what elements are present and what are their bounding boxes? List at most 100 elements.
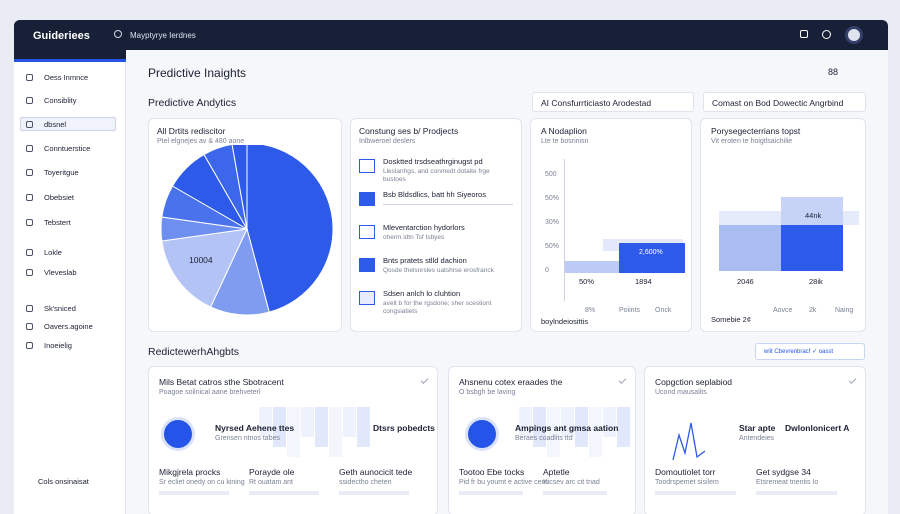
active-item [20, 117, 116, 131]
nav-item[interactable]: dbsnel [44, 120, 67, 129]
section-title: RedictewerhAhgbts [148, 346, 240, 358]
nav-item[interactable]: Sk'sniced [44, 304, 76, 313]
card-subtitle: Ptel elgnejes av & 480 aone [157, 138, 245, 145]
search[interactable]: Mayptyrye Ierdnes [130, 31, 196, 40]
axis-label: 50% [545, 243, 560, 250]
list-text: oherm idtn Tsf tsbyes [383, 234, 445, 241]
nav-icon [26, 269, 33, 276]
list-title: Dosktted trsdseathrginugst pd [383, 157, 483, 166]
headline-text: Beraes coadlits ttd [515, 435, 573, 442]
nav-icon [26, 121, 33, 128]
nav-item[interactable]: Obebsiet [44, 193, 75, 202]
card-title: Constung ses b/ Prodjects [359, 126, 459, 136]
nav-icon [26, 323, 33, 330]
value: 28ik [809, 277, 823, 286]
heat-cell [575, 407, 588, 447]
heat-cell [533, 407, 546, 447]
headline-text: Antendeies [739, 435, 775, 442]
check [618, 376, 627, 384]
card-subtitle: Lte te bosrinisn [541, 138, 589, 145]
heat-cell [561, 407, 574, 437]
bar [719, 225, 781, 271]
divider [383, 204, 513, 205]
nav-item[interactable]: Consiblity [44, 96, 77, 105]
bar-label: 44nk [805, 211, 822, 220]
col-text: Sr ecliet onedy on cu kining [159, 479, 245, 486]
card-footer: Somebie 2¢ [711, 315, 752, 324]
icon-circle [465, 417, 499, 451]
col-text: Rt ouatam ant [249, 479, 293, 486]
button[interactable]: wiit Cbevrenbracf ✓ oasst [755, 343, 865, 360]
col-text: Toodrspemet sisilem [655, 479, 719, 486]
col-bar [459, 491, 523, 495]
pie-card: All Drtits rediscitor Ptel elgnejes av &… [148, 118, 342, 332]
bar [781, 225, 843, 271]
nav-item[interactable]: Conntuerstice [44, 144, 91, 153]
dropdown[interactable]: AI Consfurrticiasto Arodestad [532, 92, 694, 112]
nav-icon [26, 169, 33, 176]
col-bar [543, 491, 607, 495]
heat-cell [357, 407, 370, 447]
nav-item[interactable]: Inoeielig [44, 341, 72, 350]
headline-text: Grensen ntnos tabes [215, 435, 280, 442]
card-title: Copgction seplabiod [655, 377, 733, 387]
bar-card: Porysegecterrians topst Vit eroten te ho… [700, 118, 866, 332]
nav-item[interactable]: Oavers.agoine [44, 322, 93, 331]
x-label: 2k [809, 307, 817, 314]
pie-slice [231, 145, 248, 230]
nav-icon [26, 194, 33, 201]
value: 50% [579, 277, 595, 286]
card-subtitle: Inlbweroel deslers [359, 138, 416, 145]
extra: Dtsrs pobedcts [373, 423, 435, 433]
nav-item[interactable]: Vleveslab [44, 268, 77, 277]
dropdown[interactable]: Comast on Bod Dowectic Angrbind [703, 92, 866, 112]
nav-icon [26, 249, 33, 256]
x-label: Onck [655, 307, 672, 314]
page-title: Predictive Inaights [148, 66, 247, 80]
col-title: Domoutiolet torr [655, 467, 716, 477]
dropdown-label: AI Consfurrticiasto Arodestad [541, 98, 652, 108]
sidebar-footer[interactable]: Cols onsinaisat [38, 477, 89, 486]
axis-label: 0 [545, 267, 549, 274]
col-text: Kicsev arc cit tnad [543, 479, 600, 486]
col-bar [339, 491, 409, 495]
x-label: Poiints [619, 307, 641, 314]
card-subtitle: O bsbgh be laving [459, 389, 516, 396]
heat-cell [259, 407, 272, 437]
nav-item[interactable]: Toyeritgue [44, 168, 79, 177]
axis [564, 159, 565, 301]
col-bar [159, 491, 229, 495]
x-label: Naing [835, 307, 854, 314]
col-title: Get sydgse 34 [756, 467, 811, 477]
nav-item[interactable]: Lokle [44, 248, 62, 257]
badge: 88 [828, 67, 839, 77]
nav-icon [26, 305, 33, 312]
top-bar [14, 20, 888, 50]
heat-cell [603, 407, 616, 437]
col-bar [756, 491, 837, 495]
value: 1894 [635, 277, 652, 286]
nav-item[interactable]: Tebstert [44, 218, 71, 227]
nav-item[interactable]: Oess Inmnce [44, 73, 89, 82]
bar [781, 197, 843, 225]
avatar[interactable] [845, 26, 863, 44]
card-subtitle: Vit eroten te hoigtlsaichilie [711, 138, 793, 145]
list-icon [359, 159, 375, 173]
axis-label: 30% [545, 219, 560, 226]
heat-cell [273, 407, 286, 447]
icon[interactable] [800, 30, 808, 38]
col-title: Geth aunocicit tede [339, 467, 413, 477]
icon[interactable] [822, 30, 831, 39]
card-title: All Drtits rediscitor [157, 126, 226, 136]
dropdown-label: Comast on Bod Dowectic Angrbind [712, 98, 844, 108]
nav-icon [26, 219, 33, 226]
col-text: ssidectho cheten [339, 479, 392, 486]
app-frame: Guideriees Mayptyrye Ierdnes Oess Inmnce… [14, 20, 888, 514]
heat-cell [589, 407, 602, 457]
check [848, 376, 857, 384]
card-footer: boylndeiosittis [541, 317, 589, 326]
headline: Star apte [739, 423, 776, 433]
brand: Guideriees [33, 30, 90, 42]
pie-slice [161, 228, 248, 308]
card-subtitle: Poagoe soilnical aane brehveterl [159, 389, 261, 396]
